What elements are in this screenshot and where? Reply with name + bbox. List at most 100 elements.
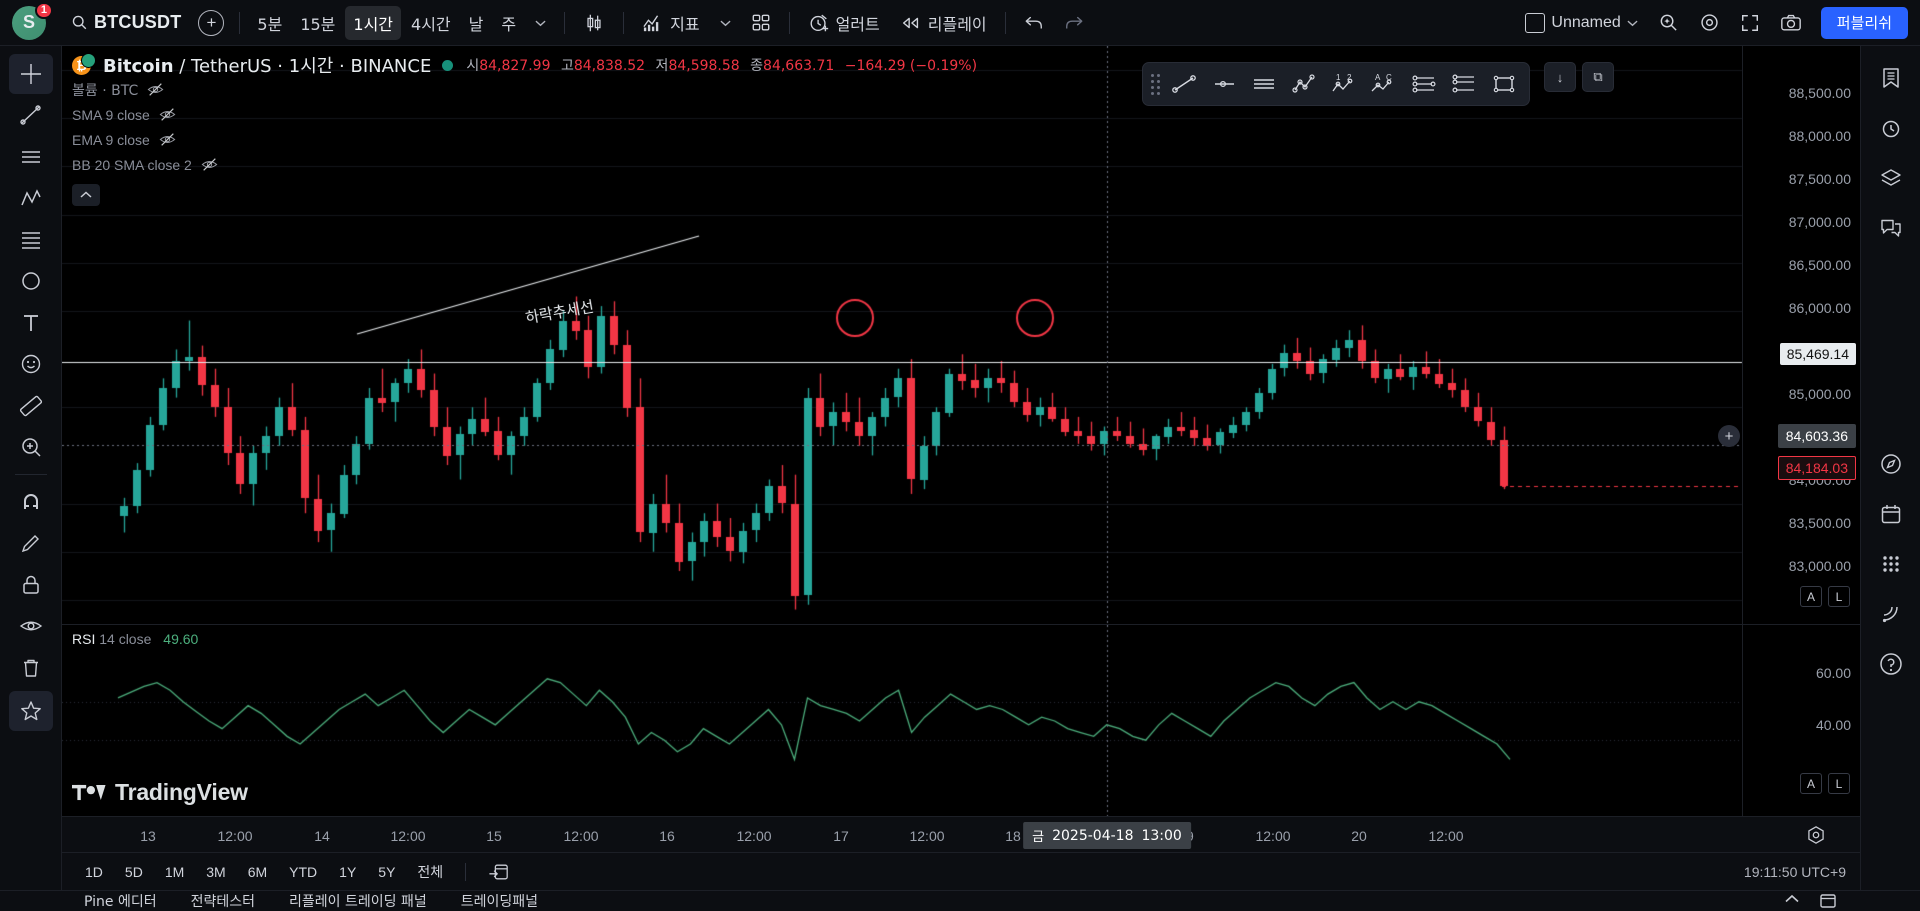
fib-extension-icon[interactable] [1445, 67, 1483, 101]
maximize-pane-button[interactable]: ⧉ [1582, 62, 1614, 92]
eye-hidden-icon[interactable] [201, 157, 218, 172]
timeframe-more-button[interactable] [526, 6, 555, 40]
tab-strategy-tester[interactable]: 전략테스터 [190, 894, 256, 910]
trendline-tool[interactable] [9, 96, 53, 136]
log-scale-button[interactable]: L [1828, 586, 1850, 607]
timeframe-15m[interactable]: 15분 [300, 14, 336, 34]
range-1d[interactable]: 1D [85, 863, 103, 880]
goto-date-button[interactable] [479, 858, 519, 886]
range-3m[interactable]: 3M [206, 863, 226, 880]
legend-row-ema[interactable]: EMA 9 close [72, 128, 977, 151]
expand-panel-button[interactable] [1784, 894, 1800, 908]
rsi-auto-button[interactable]: A [1800, 773, 1822, 794]
hide-drawings-tool[interactable] [9, 606, 53, 646]
rsi-legend[interactable]: RSI 14 close 49.60 [72, 631, 198, 647]
trendline-icon[interactable] [1165, 67, 1203, 101]
auto-scale-button[interactable]: A [1800, 586, 1822, 607]
crosshair-tool[interactable] [8, 54, 53, 94]
plus-circle-icon[interactable]: + [1718, 425, 1740, 447]
settings-button[interactable] [1690, 6, 1729, 40]
eye-hidden-icon[interactable] [159, 132, 176, 147]
symbol-search-button[interactable]: BTCUSDT [62, 6, 190, 40]
add-symbol-button[interactable]: + [198, 9, 225, 36]
rectangle-icon[interactable] [1485, 67, 1523, 101]
fullscreen-button[interactable] [1731, 6, 1769, 40]
range-5d[interactable]: 5D [124, 863, 143, 880]
elliott-wave-abc-icon[interactable]: A C [1365, 67, 1403, 101]
magnet-tool[interactable] [9, 482, 53, 522]
text-tool[interactable] [9, 303, 53, 343]
alert-button[interactable]: 얼러트 [799, 6, 889, 40]
legend-row-volume[interactable]: 볼륨 · BTC [72, 78, 977, 101]
timescale-settings-icon[interactable] [1806, 825, 1826, 845]
range-1m[interactable]: 1M [164, 863, 185, 880]
indicators-more-button[interactable] [711, 6, 740, 40]
calendar-panel-button[interactable] [1869, 492, 1913, 536]
price-scale[interactable]: 88,500.00 88,000.00 87,500.00 87,000.00 … [1718, 46, 1860, 624]
window-layout-button[interactable] [1820, 894, 1836, 908]
fib-retracement-icon[interactable] [1405, 67, 1443, 101]
rsi-scale[interactable]: 60.00 40.00 A L [1742, 625, 1860, 817]
fib-pattern-tool[interactable] [9, 179, 53, 219]
tab-trading-panel[interactable]: 트레이딩패널 [460, 894, 538, 910]
range-all[interactable]: 전체 [417, 864, 444, 881]
user-avatar[interactable]: S 1 [12, 1, 53, 43]
tab-pine-editor[interactable]: Pine 에디터 [84, 894, 157, 910]
notification-badge[interactable]: 1 [34, 1, 53, 19]
undo-button[interactable] [1015, 6, 1053, 40]
apps-panel-button[interactable] [1869, 542, 1913, 586]
range-ytd[interactable]: YTD [289, 863, 318, 880]
quick-search-button[interactable] [1649, 6, 1688, 40]
watchlist-panel-button[interactable] [1869, 56, 1913, 100]
rsi-log-button[interactable]: L [1828, 773, 1850, 794]
help-panel-button[interactable] [1869, 642, 1913, 686]
legend-collapse-button[interactable] [72, 184, 100, 206]
lock-drawings-tool[interactable] [9, 565, 53, 605]
move-pane-down-button[interactable]: ↓ [1544, 62, 1576, 92]
snapshot-button[interactable] [1771, 6, 1811, 40]
ideas-panel-button[interactable] [1869, 206, 1913, 250]
timeframe-1h[interactable]: 1시간 [345, 5, 402, 40]
floating-drawing-toolbar[interactable]: 1 2 A C [1142, 62, 1530, 106]
chart-container[interactable]: ₿ Bitcoin / TetherUS · 1시간 · BINANCE 시84… [62, 46, 1860, 911]
candlestick-canvas[interactable] [62, 46, 1860, 624]
chart-type-button[interactable] [574, 6, 614, 40]
last-price-label[interactable]: 84,184.03 [1777, 456, 1856, 480]
news-panel-button[interactable] [1869, 592, 1913, 636]
eye-hidden-icon[interactable] [147, 82, 164, 97]
rsi-canvas[interactable] [62, 625, 1860, 817]
price-pane[interactable]: ₿ Bitcoin / TetherUS · 1시간 · BINANCE 시84… [62, 46, 1860, 624]
legend-row-sma[interactable]: SMA 9 close [72, 103, 977, 126]
layout-name-button[interactable]: Unnamed [1516, 6, 1646, 40]
legend-row-bb[interactable]: BB 20 SMA close 2 [72, 153, 977, 176]
templates-button[interactable] [742, 6, 780, 40]
legend-title-row[interactable]: ₿ Bitcoin / TetherUS · 1시간 · BINANCE 시84… [72, 52, 977, 77]
remove-drawings-tool[interactable] [9, 648, 53, 688]
timeframe-4h[interactable]: 4시간 [411, 14, 451, 34]
horizontal-ray-icon[interactable] [1205, 67, 1243, 101]
eye-hidden-icon[interactable] [159, 107, 176, 122]
favorites-tool[interactable] [8, 691, 53, 731]
elliott-wave-12-icon[interactable]: 1 2 [1325, 67, 1363, 101]
alerts-panel-button[interactable] [1869, 106, 1913, 150]
parallel-channel-icon[interactable] [1245, 67, 1283, 101]
rsi-pane[interactable]: RSI 14 close 49.60 60.00 40.00 A L [62, 624, 1860, 817]
horizontal-lines-tool[interactable] [9, 137, 53, 177]
range-1y[interactable]: 1Y [339, 863, 357, 880]
time-scale[interactable]: 13 12:00 14 12:00 15 12:00 16 12:00 17 1… [62, 816, 1860, 852]
data-window-panel-button[interactable] [1869, 156, 1913, 200]
range-5y[interactable]: 5Y [378, 863, 396, 880]
timeframe-1d[interactable]: 날 [468, 14, 484, 34]
tab-replay-trading-panel[interactable]: 리플레이 트레이딩 패널 [289, 894, 427, 910]
hotlist-panel-button[interactable] [1869, 442, 1913, 486]
fib-retracement-tool[interactable] [9, 220, 53, 260]
timeframe-5m[interactable]: 5분 [257, 14, 283, 34]
drawing-mode-tool[interactable] [9, 523, 53, 563]
redo-button[interactable] [1055, 6, 1093, 40]
emoji-tool[interactable] [9, 345, 53, 385]
publish-button[interactable]: 퍼블리쉬 [1820, 6, 1908, 39]
horizontal-line-price-label[interactable]: 85,469.14 [1779, 343, 1856, 365]
range-6m[interactable]: 6M [247, 863, 268, 880]
drag-grip-icon[interactable] [1149, 72, 1163, 96]
shapes-tool[interactable] [9, 262, 53, 302]
